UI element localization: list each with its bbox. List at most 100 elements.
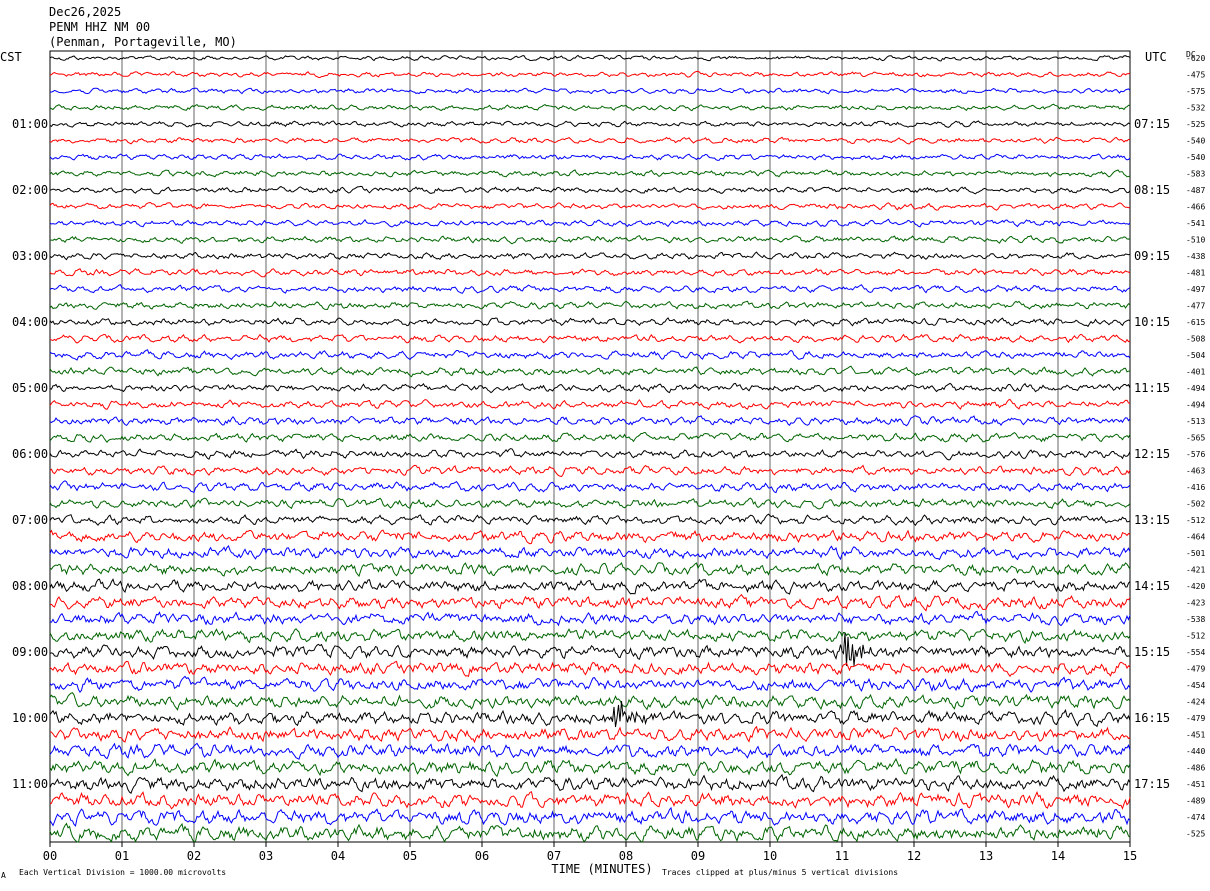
x-axis-title: TIME (MINUTES): [551, 862, 652, 876]
left-hour-label: 04:00: [12, 315, 48, 329]
seismic-trace: [49, 300, 1131, 310]
seismic-trace: [49, 120, 1131, 128]
seismic-trace: [49, 464, 1131, 478]
seismic-trace: [49, 70, 1131, 79]
dc-offset-label: -489: [1186, 797, 1205, 806]
x-tick-label: 10: [763, 849, 777, 863]
dc-offset-label: -497: [1186, 285, 1205, 294]
right-hour-label: 10:15: [1134, 315, 1170, 329]
dc-offset-label: -481: [1186, 269, 1205, 278]
left-hour-label: 10:00: [12, 711, 48, 725]
left-hour-label: 08:00: [12, 579, 48, 593]
seismic-trace: [49, 398, 1131, 411]
dc-offset-labels: -620 -475 -575 -532 -525 -540 -540 -583 -487 -466…: [1186, 54, 1205, 839]
seismic-trace: [49, 790, 1131, 810]
dc-offset-label: -565: [1186, 434, 1205, 443]
scale-note: Each Vertical Division = 1000.00 microvo…: [19, 868, 226, 877]
seismic-trace: [49, 218, 1131, 228]
dc-offset-label: -486: [1186, 764, 1205, 773]
seismic-trace: [49, 610, 1131, 627]
right-hour-label: 16:15: [1134, 711, 1170, 725]
seismic-trace: [49, 431, 1131, 443]
seismic-trace: [49, 333, 1131, 344]
dc-offset-label: -479: [1186, 665, 1205, 674]
left-hour-label: 03:00: [12, 249, 48, 263]
right-hour-label: 09:15: [1134, 249, 1170, 263]
seismic-trace: [49, 136, 1131, 145]
seismic-trace: [49, 153, 1131, 161]
seismic-trace: [49, 725, 1131, 744]
right-hour-label: 14:15: [1134, 579, 1170, 593]
seismic-trace: [49, 169, 1131, 178]
left-hour-label: 11:00: [12, 777, 48, 791]
seismic-trace: [49, 701, 1131, 728]
dc-offset-header: DC: [1186, 50, 1196, 59]
dc-offset-label: -416: [1186, 483, 1205, 492]
dc-offset-label: -575: [1186, 87, 1205, 96]
header-date: Dec26,2025: [49, 5, 121, 19]
x-tick-label: 05: [403, 849, 417, 863]
dc-offset-label: -464: [1186, 533, 1205, 542]
right-hour-label: 13:15: [1134, 513, 1170, 527]
dc-offset-label: -438: [1186, 252, 1205, 261]
dc-offset-label: -502: [1186, 500, 1205, 509]
x-tick-label: 11: [835, 849, 849, 863]
corner-mark: A: [1, 871, 6, 880]
seismic-trace: [49, 251, 1131, 261]
seismic-trace: [49, 415, 1131, 427]
dc-offset-label: -525: [1186, 830, 1205, 839]
seismic-trace: [49, 773, 1131, 794]
seismic-trace: [49, 349, 1131, 361]
dc-offset-label: -466: [1186, 203, 1205, 212]
seismic-trace: [49, 806, 1131, 827]
seismic-trace: [49, 317, 1131, 328]
right-hour-labels: 07:15 08:15 09:15 10:15 11:15 12:15 13:15 14:15…: [1134, 117, 1170, 791]
right-hour-label: 17:15: [1134, 777, 1170, 791]
dc-offset-label: -477: [1186, 302, 1205, 311]
seismic-trace: [49, 675, 1131, 693]
dc-offset-label: -513: [1186, 417, 1205, 426]
left-hour-labels: 01:00 02:00 03:00 04:00 05:00 06:00 07:00 08:00…: [12, 117, 48, 791]
dc-offset-label: -479: [1186, 714, 1205, 723]
x-tick-label: 09: [691, 849, 705, 863]
x-tick-label: 03: [259, 849, 273, 863]
seismic-trace: [49, 692, 1131, 711]
x-tick-label: 01: [115, 849, 129, 863]
seismic-trace: [49, 103, 1131, 112]
left-hour-label: 06:00: [12, 447, 48, 461]
right-timezone-label: UTC: [1145, 50, 1167, 64]
dc-offset-label: -440: [1186, 747, 1205, 756]
x-tick-label: 00: [43, 849, 57, 863]
left-timezone-label: CST: [0, 50, 22, 64]
right-hour-label: 07:15: [1134, 117, 1170, 131]
dc-offset-label: -540: [1186, 137, 1205, 146]
x-tick-label: 08: [619, 849, 633, 863]
seismic-trace: [49, 480, 1131, 494]
seismic-trace: [49, 593, 1131, 612]
x-tick-label: 07: [547, 849, 561, 863]
seismic-trace: [49, 632, 1131, 666]
plot-frame: [49, 50, 1131, 843]
left-hour-label: 07:00: [12, 513, 48, 527]
dc-offset-label: -401: [1186, 368, 1205, 377]
seismic-trace: [49, 365, 1131, 378]
dc-offset-label: -501: [1186, 549, 1205, 558]
dc-offset-label: -525: [1186, 120, 1205, 129]
seismic-trace: [49, 529, 1131, 545]
seismic-trace: [49, 562, 1131, 578]
x-tick-label: 14: [1051, 849, 1065, 863]
seismic-trace: [49, 267, 1131, 278]
dc-offset-label: -512: [1186, 632, 1205, 641]
dc-offset-label: -451: [1186, 780, 1205, 789]
dc-offset-label: -475: [1186, 71, 1205, 80]
x-tick-label: 15: [1123, 849, 1137, 863]
x-tick-label: 04: [331, 849, 345, 863]
seismic-trace: [49, 742, 1131, 760]
left-hour-label: 05:00: [12, 381, 48, 395]
seismic-trace: [49, 235, 1131, 245]
dc-offset-label: -510: [1186, 236, 1205, 245]
dc-offset-label: -454: [1186, 681, 1205, 690]
x-axis-ticks: 00 01 02 03 04 05 06 07 08 09 10 11 12 13 14 15: [43, 842, 1137, 863]
dc-offset-label: -421: [1186, 566, 1205, 575]
